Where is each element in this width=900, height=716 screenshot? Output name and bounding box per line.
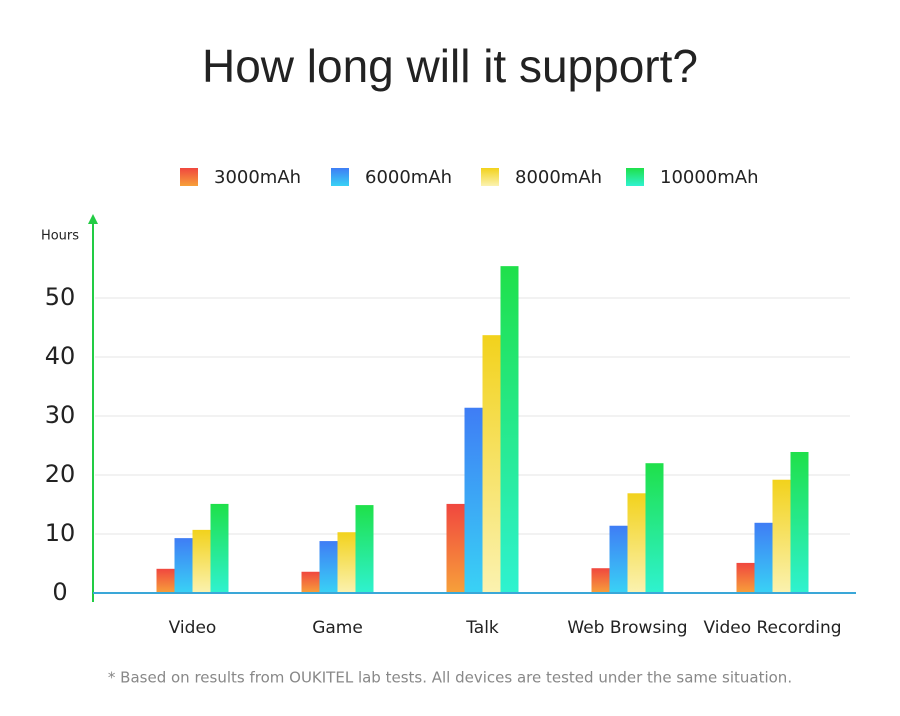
bar <box>772 479 791 593</box>
chart-title: How long will it support? <box>202 40 698 92</box>
y-tick-label: 10 <box>45 519 76 547</box>
x-tick-label: Talk <box>465 618 499 638</box>
legend-swatch <box>626 168 644 186</box>
bar <box>736 562 755 593</box>
bar <box>355 505 374 593</box>
bar <box>754 522 773 593</box>
bar <box>627 493 646 593</box>
x-tick-label: Web Browsing <box>567 618 687 638</box>
legend-label: 6000mAh <box>365 167 452 188</box>
y-tick-label: 30 <box>45 401 76 429</box>
x-tick-label: Video Recording <box>703 618 841 638</box>
legend-label: 8000mAh <box>515 167 602 188</box>
bar <box>337 532 356 593</box>
y-tick-label: 20 <box>45 460 76 488</box>
bar <box>156 568 175 593</box>
y-tick-label: 40 <box>45 342 76 370</box>
bar <box>500 266 519 593</box>
legend-label: 3000mAh <box>214 167 301 188</box>
legend-swatch <box>331 168 349 186</box>
x-tick-label: Game <box>312 618 363 638</box>
bar <box>192 529 211 593</box>
footnote: * Based on results from OUKITEL lab test… <box>108 669 792 687</box>
legend-label: 10000mAh <box>660 167 759 188</box>
bar <box>210 503 229 593</box>
y-axis-arrow <box>88 214 98 224</box>
bar <box>645 463 664 593</box>
legend-swatch <box>180 168 198 186</box>
bar <box>790 451 809 593</box>
bar <box>464 407 483 593</box>
bar <box>482 335 501 593</box>
x-tick-label: Video <box>169 618 217 638</box>
bar <box>319 541 338 593</box>
bar <box>301 571 320 593</box>
y-tick-label: 0 <box>52 578 67 606</box>
y-axis-label: Hours <box>41 229 79 244</box>
y-tick-label: 50 <box>45 283 76 311</box>
bar <box>609 525 628 593</box>
legend-swatch <box>481 168 499 186</box>
bar <box>591 568 610 593</box>
bar <box>174 538 193 593</box>
bar <box>446 503 465 593</box>
